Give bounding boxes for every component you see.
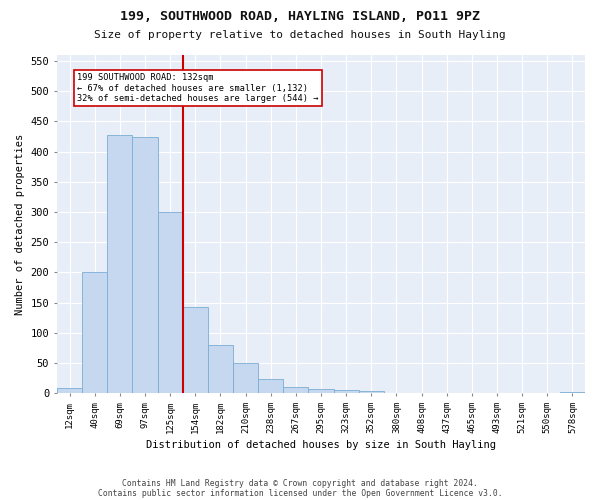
Y-axis label: Number of detached properties: Number of detached properties bbox=[15, 134, 25, 314]
Text: Size of property relative to detached houses in South Hayling: Size of property relative to detached ho… bbox=[94, 30, 506, 40]
Bar bbox=[258, 380, 283, 393]
Bar bbox=[359, 391, 384, 393]
Bar bbox=[283, 386, 308, 393]
Bar bbox=[107, 134, 133, 393]
Text: 199, SOUTHWOOD ROAD, HAYLING ISLAND, PO11 9PZ: 199, SOUTHWOOD ROAD, HAYLING ISLAND, PO1… bbox=[120, 10, 480, 23]
Text: Contains HM Land Registry data © Crown copyright and database right 2024.: Contains HM Land Registry data © Crown c… bbox=[122, 478, 478, 488]
Bar bbox=[82, 272, 107, 393]
Bar bbox=[208, 345, 233, 393]
Text: 199 SOUTHWOOD ROAD: 132sqm
← 67% of detached houses are smaller (1,132)
32% of s: 199 SOUTHWOOD ROAD: 132sqm ← 67% of deta… bbox=[77, 73, 319, 103]
X-axis label: Distribution of detached houses by size in South Hayling: Distribution of detached houses by size … bbox=[146, 440, 496, 450]
Bar bbox=[334, 390, 359, 393]
Bar bbox=[133, 136, 158, 393]
Text: Contains public sector information licensed under the Open Government Licence v3: Contains public sector information licen… bbox=[98, 488, 502, 498]
Bar bbox=[308, 389, 334, 393]
Bar bbox=[560, 392, 585, 393]
Bar bbox=[182, 307, 208, 393]
Bar bbox=[158, 212, 182, 393]
Bar bbox=[57, 388, 82, 393]
Bar bbox=[233, 363, 258, 393]
